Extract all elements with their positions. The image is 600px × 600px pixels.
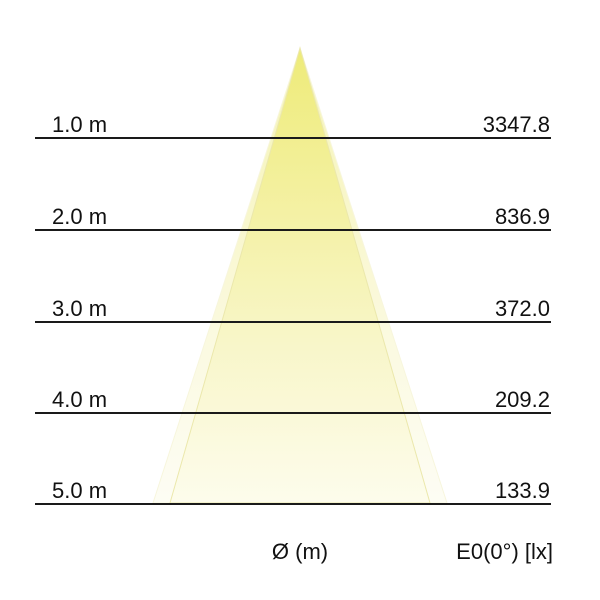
illuminance-value: 372.0 <box>494 296 550 321</box>
diameter-axis-label: Ø (m) <box>271 539 329 564</box>
distance-label: 3.0 m <box>52 296 108 321</box>
illuminance-value: 836.9 <box>494 204 550 229</box>
distance-label: 2.0 m <box>52 204 108 229</box>
illuminance-value: 209.2 <box>494 387 550 412</box>
distance-label: 4.0 m <box>52 387 108 412</box>
measurement-row-3m: 3.0 m 372.0 <box>35 293 551 323</box>
measurement-row-2m: 2.0 m 836.9 <box>35 201 551 231</box>
distance-label: 1.0 m <box>52 112 108 137</box>
measurement-row-5m: 5.0 m 133.9 <box>35 475 551 505</box>
measurement-row-4m: 4.0 m 209.2 <box>35 384 551 414</box>
illuminance-axis-label: E0(0°) [lx] <box>456 539 553 564</box>
illuminance-value: 133.9 <box>494 478 550 503</box>
illuminance-value: 3347.8 <box>482 112 550 137</box>
distance-label: 5.0 m <box>52 478 108 503</box>
measurement-row-1m: 1.0 m 3347.8 <box>35 109 551 139</box>
